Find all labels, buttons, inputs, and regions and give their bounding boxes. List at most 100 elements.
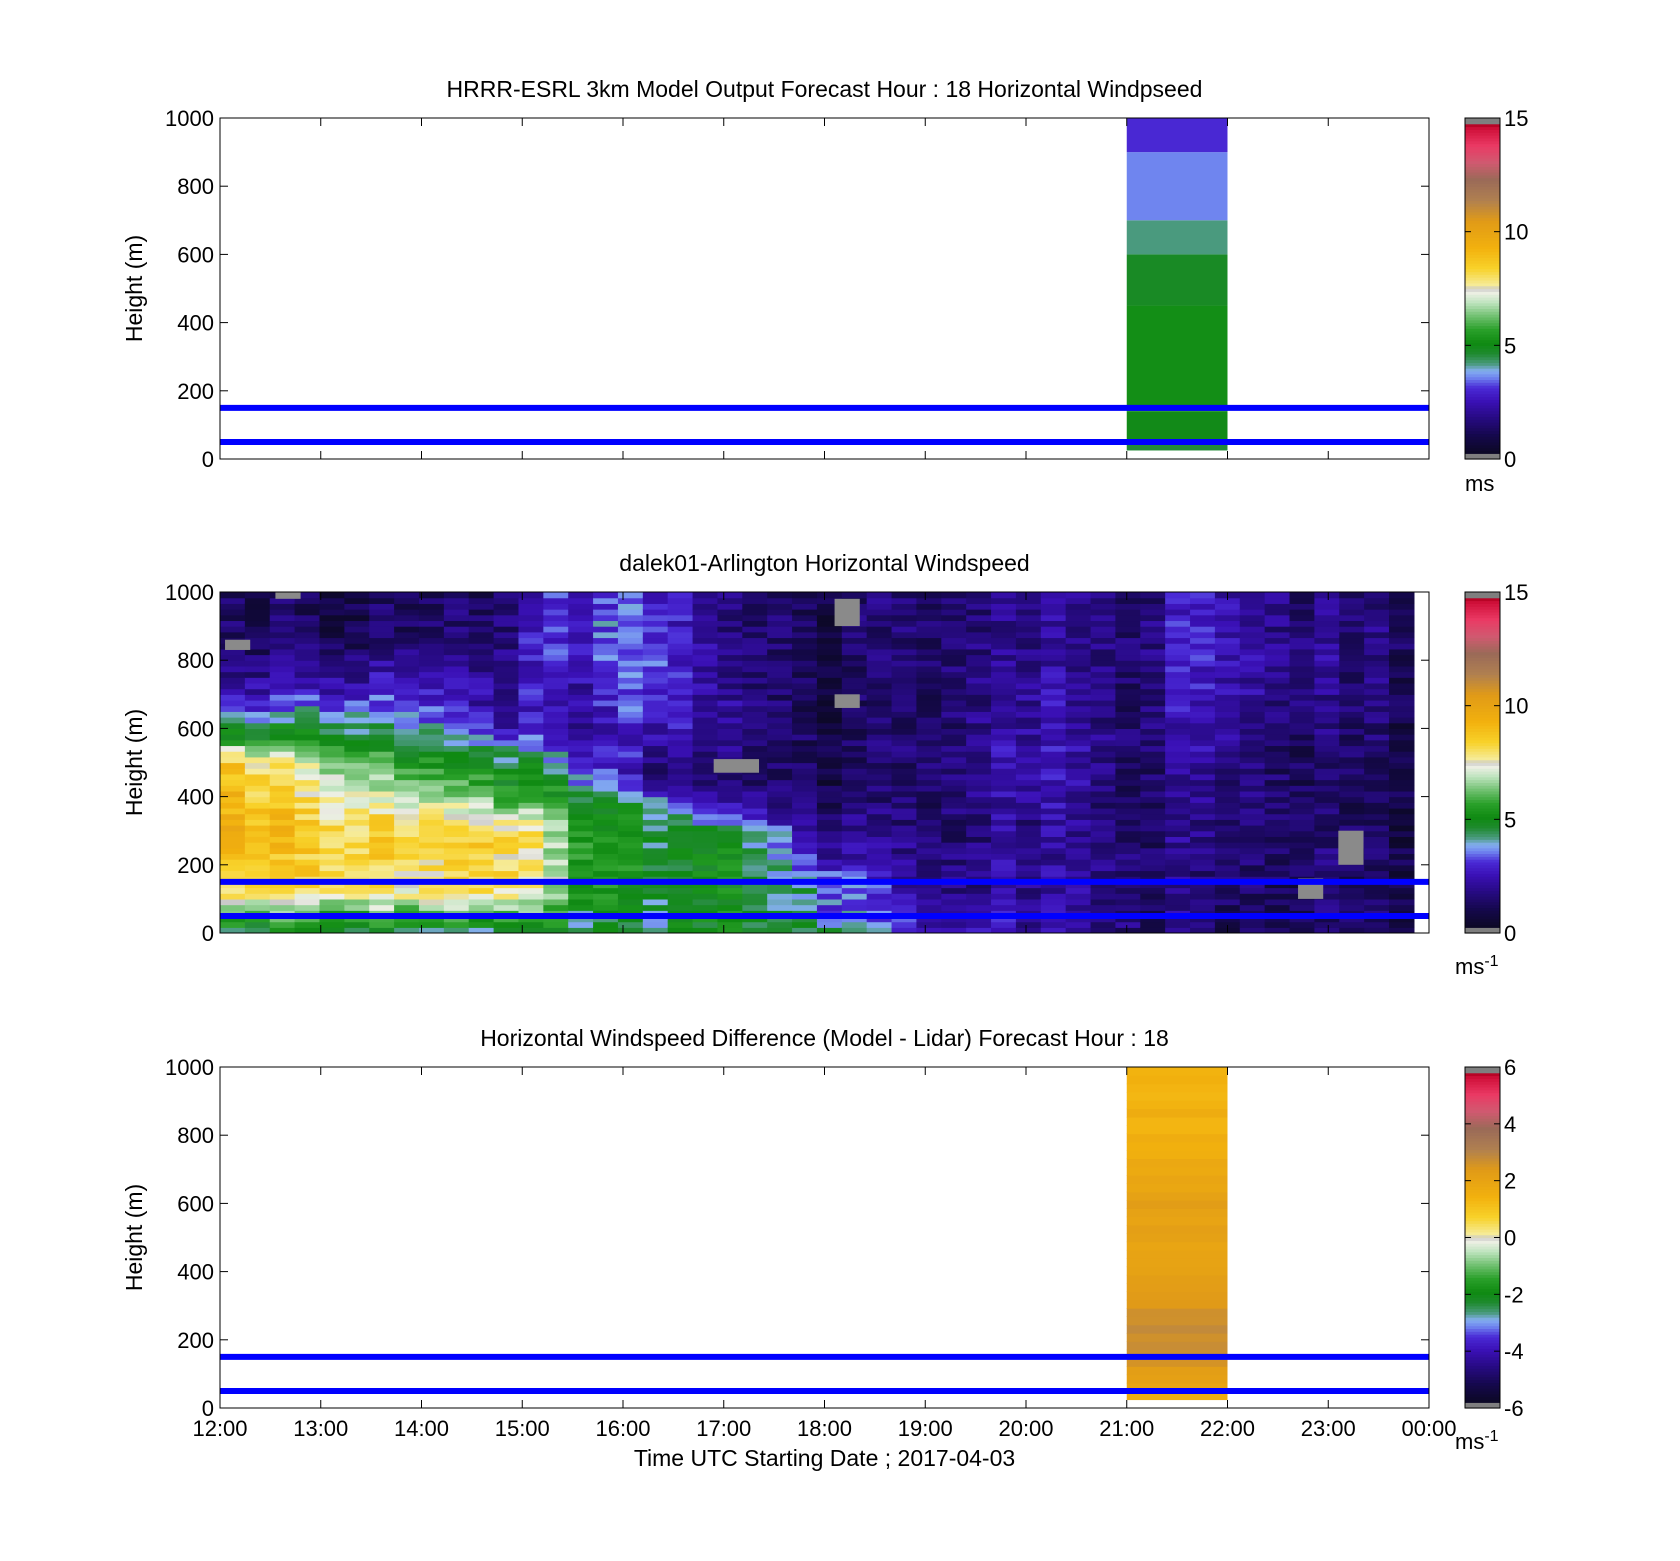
lidar-cell (1165, 609, 1191, 616)
lidar-cell (966, 734, 992, 741)
colorbar-segment (1465, 282, 1500, 287)
lidar-cell (418, 847, 445, 855)
lidar-cell (617, 779, 644, 786)
lidar-cell (1389, 694, 1415, 701)
colorbar-segment (1465, 927, 1500, 931)
lidar-cell (1339, 637, 1365, 644)
lidar-cell (220, 592, 246, 599)
lidar-cell (394, 864, 420, 872)
lidar-cell (1115, 728, 1141, 735)
lidar-cell (294, 887, 321, 894)
lidar-cell (319, 859, 345, 866)
colorbar-segment (1465, 1177, 1500, 1182)
colorbar-segment (1465, 728, 1500, 732)
lidar-cell (294, 762, 321, 769)
lidar-cell (1065, 682, 1092, 690)
colorbar-segment (1465, 308, 1500, 312)
lidar-cell (841, 819, 868, 826)
lidar-cell (394, 682, 420, 690)
lidar-cell (941, 915, 967, 923)
lidar-cell (220, 825, 246, 832)
lidar-cell (1040, 637, 1067, 644)
lidar-cell (1065, 631, 1092, 639)
lidar-cell (1364, 773, 1390, 781)
lidar-cell (742, 711, 768, 718)
colorbar-segment (1465, 1339, 1500, 1344)
lidar-cell (1015, 677, 1042, 684)
lidar-cell (1339, 665, 1365, 673)
lidar-cell (1090, 779, 1117, 786)
lidar-cell (1364, 711, 1390, 718)
lidar-cell (418, 785, 445, 792)
lidar-cell (1339, 699, 1365, 707)
colorbar-segment (1465, 433, 1500, 437)
lidar-cell (1364, 898, 1390, 906)
colorbar-segment (1465, 373, 1500, 378)
lidar-cell (1015, 847, 1042, 855)
lidar-cell (244, 637, 271, 644)
lidar-cell (816, 779, 843, 786)
lidar-cell (1289, 898, 1315, 906)
lidar-cell (493, 671, 520, 678)
lidar-cell (941, 847, 967, 855)
lidar-cell (1289, 904, 1315, 911)
lidar-cell (418, 762, 445, 769)
lidar-cell (767, 830, 793, 837)
lidar-cell (394, 711, 420, 718)
lidar-cell (966, 728, 992, 735)
lidar-cell (966, 671, 992, 678)
lidar-cell (767, 609, 793, 616)
lidar-cell (1115, 705, 1141, 712)
lidar-cell (792, 864, 818, 872)
lidar-cell (1314, 790, 1340, 798)
lidar-cell (742, 722, 768, 729)
lidar-cell (792, 853, 818, 860)
lidar-cell (568, 654, 594, 661)
lidar-cell (244, 705, 271, 712)
lidar-cell (1389, 796, 1415, 803)
lidar-cell (1165, 893, 1191, 900)
lidar-cell (493, 717, 520, 724)
lidar-cell (891, 592, 918, 599)
lidar-cell (518, 893, 544, 900)
colorbar-segment (1465, 314, 1500, 318)
colorbar-segment (1465, 1274, 1500, 1278)
colorbar-segment (1465, 606, 1500, 610)
lidar-cell (617, 773, 644, 781)
lidar-cell (767, 637, 793, 644)
lidar-cell (418, 694, 445, 701)
lidar-cell (916, 631, 942, 639)
lidar-cell (443, 592, 470, 599)
lidar-cell (742, 728, 768, 735)
lidar-cell (1239, 904, 1266, 911)
lidar-cell (468, 631, 495, 639)
lidar-cell (1090, 790, 1117, 798)
lidar-cell (1289, 682, 1315, 690)
lidar-cell (642, 637, 669, 644)
lidar-cell (568, 620, 594, 627)
lidar-cell (593, 853, 619, 860)
colorbar-segment (1465, 813, 1500, 818)
lidar-cell (269, 597, 296, 604)
lidar-cell (966, 853, 992, 860)
lidar-cell (1040, 819, 1067, 826)
lidar-cell (1065, 790, 1092, 798)
lidar-cell (1065, 592, 1092, 599)
lidar-cell (593, 631, 619, 639)
lidar-cell (1339, 705, 1365, 712)
lidar-cell (667, 893, 694, 900)
lidar-cell (1264, 870, 1291, 877)
lidar-cell (667, 637, 694, 644)
lidar-cell (1165, 665, 1191, 673)
lidar-cell (593, 836, 619, 843)
lidar-cell (543, 745, 569, 752)
lidar-cell (568, 677, 594, 684)
lidar-cell (1389, 881, 1415, 889)
lidar-cell (394, 688, 420, 695)
lidar-cell (717, 694, 743, 701)
lidar-cell (1065, 853, 1092, 860)
lidar-cell (1065, 921, 1092, 928)
lidar-cell (568, 756, 594, 764)
lidar-cell (1264, 751, 1291, 758)
lidar-cell (1239, 739, 1266, 747)
